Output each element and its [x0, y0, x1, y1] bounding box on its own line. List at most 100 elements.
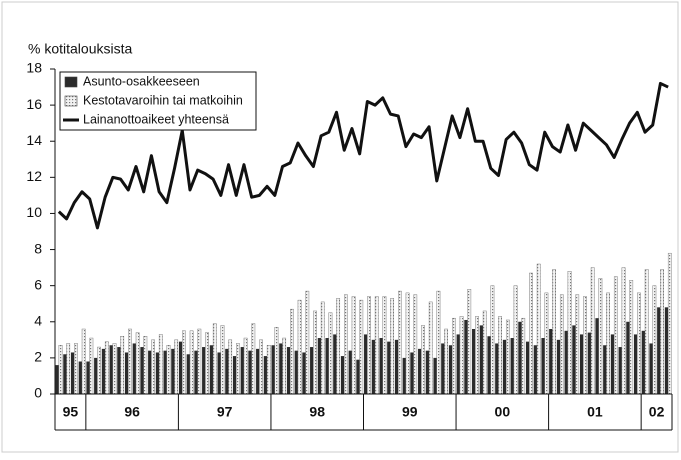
bar [81, 328, 86, 395]
bar [228, 339, 233, 395]
bar [212, 323, 217, 395]
bar [487, 336, 491, 394]
bar [448, 345, 453, 394]
bar [629, 280, 634, 395]
bar [505, 319, 510, 395]
bar [66, 343, 71, 395]
bar [209, 345, 214, 394]
bar [418, 348, 422, 394]
bar [178, 341, 183, 394]
bar [498, 316, 502, 395]
bar [194, 350, 198, 394]
bar [510, 338, 514, 394]
y-tick-label: 10 [26, 204, 42, 220]
bar [266, 345, 271, 395]
bar [282, 337, 287, 395]
bar [618, 347, 622, 394]
y-tick-label: 14 [26, 132, 42, 148]
bar [232, 356, 237, 394]
bar [197, 328, 202, 395]
bar [328, 312, 333, 395]
bar [263, 356, 268, 394]
bar [513, 285, 518, 395]
bar [286, 347, 291, 394]
bar [657, 307, 661, 394]
y-tick-label: 18 [26, 60, 42, 76]
bar [387, 341, 391, 394]
bar [186, 354, 190, 394]
bar [55, 365, 59, 394]
y-tick-label: 4 [34, 312, 42, 328]
bar [109, 345, 113, 394]
bar [333, 334, 337, 394]
bar [379, 338, 383, 394]
y-tick-label: 16 [26, 96, 42, 112]
bar [536, 263, 541, 395]
bar [348, 350, 352, 394]
bar [78, 361, 82, 394]
bar [94, 357, 98, 394]
bar [124, 352, 129, 394]
bar [251, 323, 256, 395]
bar [128, 328, 132, 395]
x-tick-label: 99 [402, 404, 418, 420]
frame [1, 1, 679, 453]
bar [444, 328, 448, 395]
bar [626, 321, 630, 394]
legend-label: Asunto-osakkeeseen [83, 74, 200, 88]
bar [564, 330, 568, 394]
bar [398, 290, 402, 395]
bar [436, 290, 441, 395]
bar [533, 345, 538, 394]
bar [382, 296, 387, 395]
bar [205, 332, 209, 395]
bar [394, 339, 399, 394]
bar [351, 296, 356, 395]
bar [402, 357, 406, 394]
line [57, 81, 669, 230]
bar [425, 350, 430, 394]
bar [644, 269, 649, 395]
x-tick-label: 96 [124, 404, 140, 420]
bar [256, 348, 260, 394]
bar [158, 334, 163, 395]
bar [356, 359, 360, 394]
bar [359, 299, 364, 395]
x-tick-label: 00 [495, 404, 511, 420]
bar [603, 345, 607, 394]
bar [556, 339, 561, 394]
y-tick-label: 12 [26, 168, 42, 184]
bar [652, 285, 657, 395]
bar [163, 350, 167, 394]
bar [421, 325, 425, 395]
bar [143, 336, 148, 395]
bar [336, 298, 341, 395]
bar [236, 343, 240, 395]
bar [410, 352, 414, 394]
bar [202, 347, 206, 394]
bar [529, 272, 533, 395]
bar [344, 294, 348, 395]
bar [606, 292, 610, 395]
bar [155, 352, 160, 394]
bar [587, 332, 592, 394]
bar [135, 332, 140, 395]
bar [274, 326, 279, 395]
bar [633, 334, 638, 394]
bar [544, 292, 549, 395]
bar [567, 271, 572, 395]
bar [433, 357, 437, 394]
bar [575, 294, 580, 395]
bar [104, 341, 109, 395]
bar [240, 347, 244, 394]
bar [70, 352, 75, 394]
bar [482, 310, 487, 395]
bar [610, 334, 615, 394]
bar [271, 345, 275, 394]
legend-label: Kestotavaroihin tai matkoihin [83, 93, 243, 107]
bar [97, 346, 101, 395]
bar [490, 285, 495, 395]
y-tick-label: 8 [34, 240, 42, 256]
x-tick-label: 95 [63, 404, 79, 420]
legend-swatch [64, 76, 78, 88]
